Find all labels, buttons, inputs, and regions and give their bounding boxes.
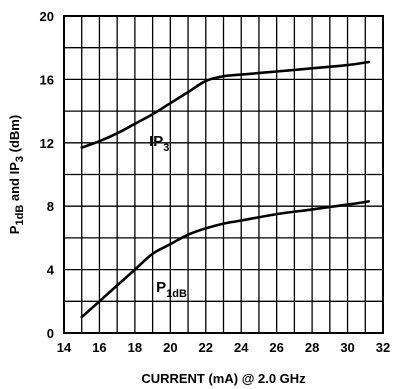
plot-frame — [63, 15, 384, 334]
series-label-ip3-main: IP — [149, 133, 163, 150]
series-label-p1db-sub: 1dB — [166, 288, 187, 300]
y-axis-title-p: P — [7, 225, 22, 234]
y-tick-label: 20 — [40, 9, 54, 24]
x-tick-label: 30 — [340, 340, 354, 355]
x-tick-label: 20 — [163, 340, 177, 355]
y-tick-label: 4 — [47, 263, 55, 278]
y-tick-labels: 0 4 8 12 16 20 — [40, 9, 55, 341]
y-axis-title: P1dB and IP3 (dBm) — [7, 115, 26, 234]
series-curves — [80, 60, 371, 319]
series-line-p1db — [80, 200, 371, 319]
y-tick-label: 16 — [40, 72, 54, 87]
y-axis-title-unit: (dBm) — [7, 115, 22, 156]
y-axis-title-sub-3: 3 — [14, 156, 26, 162]
x-axis-title: CURRENT (mA) @ 2.0 GHz — [141, 371, 306, 386]
y-tick-label: 12 — [40, 136, 54, 151]
series-label-ip3: IP3 — [149, 133, 169, 154]
x-tick-label: 18 — [128, 340, 142, 355]
series-label-p1db: P1dB — [156, 279, 187, 300]
series-line-ip3 — [80, 60, 371, 149]
series-label-p1db-main: P — [156, 279, 166, 296]
y-tick-label: 0 — [47, 326, 54, 341]
series-label-ip3-sub: 3 — [163, 142, 169, 154]
x-tick-label: 28 — [305, 340, 319, 355]
x-tick-labels: 14 16 18 20 22 24 26 28 30 32 — [57, 340, 390, 355]
x-tick-label: 24 — [234, 340, 249, 355]
y-axis-title-and-ip: and IP — [7, 162, 22, 205]
x-tick-label: 26 — [269, 340, 283, 355]
y-axis-title-sub-1db: 1dB — [14, 205, 26, 226]
y-tick-label: 8 — [47, 199, 54, 214]
x-tick-label: 16 — [92, 340, 106, 355]
x-tick-label: 32 — [376, 340, 390, 355]
x-tick-label: 14 — [57, 340, 72, 355]
grid-lines — [64, 16, 383, 333]
x-tick-label: 22 — [199, 340, 213, 355]
